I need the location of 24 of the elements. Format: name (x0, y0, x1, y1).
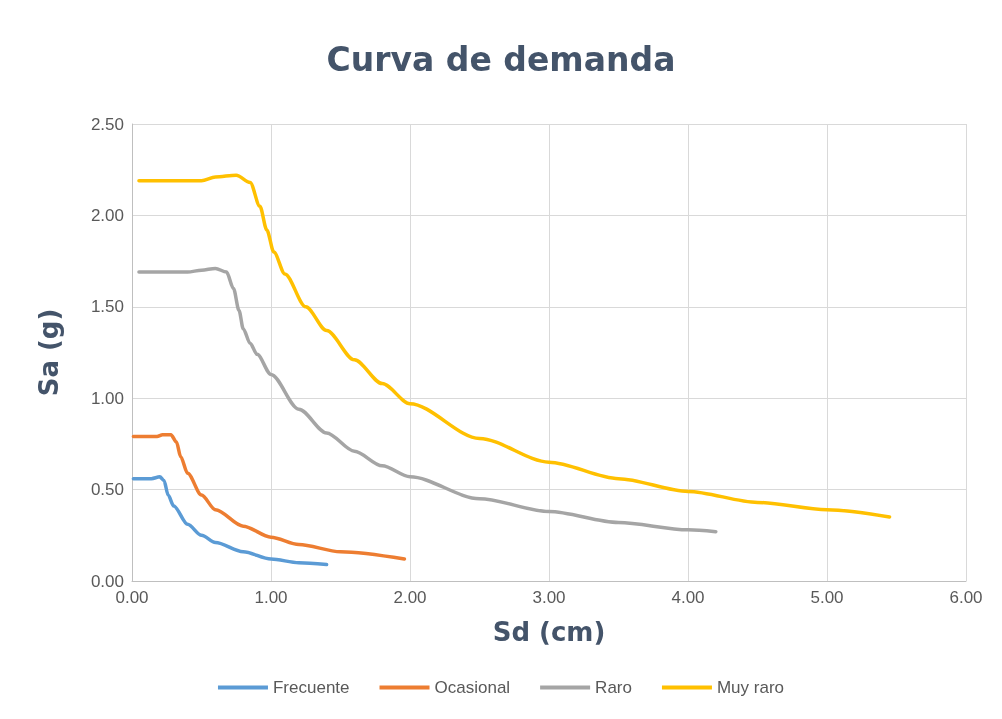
y-tick-label: 2.50 (90, 114, 124, 134)
line-series (137, 173, 892, 519)
legend-label: Raro (595, 678, 632, 697)
line-series (137, 266, 718, 534)
x-tick-label: 2.00 (393, 588, 427, 607)
x-tick-label: 6.00 (949, 588, 983, 607)
y-tick-label: 1.00 (90, 388, 124, 408)
x-tick-label: 3.00 (532, 588, 566, 607)
x-tick-label: 0.00 (115, 588, 149, 607)
y-tick-label: 0.50 (90, 480, 124, 500)
legend-label: Frecuente (272, 678, 350, 697)
y-tick-label: 1.50 (90, 297, 124, 317)
y-tick-label: 0.00 (90, 571, 124, 591)
y-axis-title: Sa (g) (34, 308, 64, 397)
line-series (131, 433, 407, 561)
x-axis-title: Sd (cm) (492, 617, 606, 647)
legend-label: Ocasional (434, 678, 511, 697)
x-tick-label: 4.00 (671, 588, 705, 607)
legend-label: Muy raro (716, 678, 785, 697)
line-series (131, 475, 329, 567)
y-tick-label: 2.00 (90, 205, 124, 225)
x-tick-label: 1.00 (254, 588, 288, 607)
x-tick-label: 5.00 (810, 588, 844, 607)
chart-title: Curva de demanda (326, 40, 676, 79)
